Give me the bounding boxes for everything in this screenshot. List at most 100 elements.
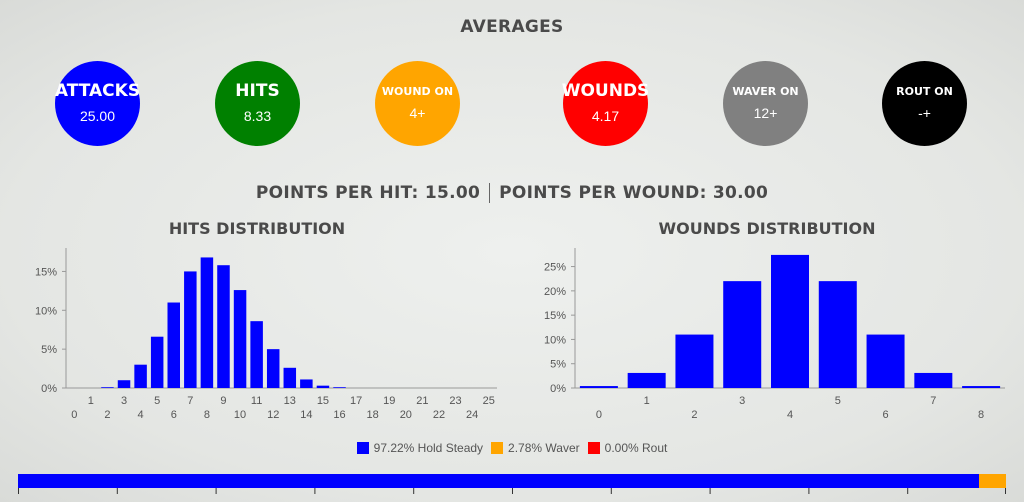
wounds-bar <box>723 281 762 388</box>
wounds-bar <box>579 386 618 388</box>
hits-x-tick-label: 11 <box>251 395 262 407</box>
hits-x-tick-label: 19 <box>383 395 395 407</box>
wounds-bar <box>627 372 666 388</box>
wounds-y-tick-label: 25% <box>544 262 566 274</box>
hits-x-tick-label: 6 <box>171 409 177 421</box>
wounds-x-tick-label: 3 <box>739 395 745 407</box>
hits-x-tick-label: 24 <box>466 409 478 421</box>
wounds-x-tick-label: 4 <box>787 409 793 421</box>
wounds-x-tick-label: 0 <box>596 409 602 421</box>
hits-bar <box>150 336 164 388</box>
hits-value: 8.33 <box>243 108 272 124</box>
hits-x-tick-label: 1 <box>88 395 94 407</box>
legend-waver-label: 2.78% Waver <box>508 441 580 455</box>
wounds-bar <box>866 334 905 388</box>
hold-steady-swatch <box>356 442 369 454</box>
wounds-y-tick-label: 5% <box>550 359 566 371</box>
hits-x-tick-label: 12 <box>267 409 279 421</box>
attacks-label: ATTACKS <box>54 81 141 101</box>
hits-y-tick-label: 10% <box>35 305 57 317</box>
hits-x-tick-label: 0 <box>71 409 77 421</box>
wounds-chart-title: WOUNDS DISTRIBUTION <box>658 219 876 238</box>
points-per-hit: POINTS PER HIT: 15.00 <box>255 183 481 203</box>
wound-on-circle: WOUND ON 4+ <box>375 61 460 146</box>
hits-x-tick-label: 14 <box>300 409 312 421</box>
morale-bar <box>18 474 1006 488</box>
wounds-y-tick-label: 20% <box>544 286 566 298</box>
hits-bar <box>184 271 197 388</box>
points-separator <box>489 183 491 203</box>
points-summary: POINTS PER HIT: 15.00 POINTS PER WOUND: 3… <box>0 183 1024 203</box>
legend-waver: 2.78% Waver <box>491 441 580 455</box>
wounds-circle: WOUNDS 4.17 <box>561 61 650 146</box>
wound-on-label: WOUND ON <box>381 85 454 98</box>
hits-x-tick-label: 25 <box>483 395 495 407</box>
wounds-bar <box>914 372 953 388</box>
wounds-x-tick-label: 8 <box>978 409 984 421</box>
hits-bar <box>167 302 180 388</box>
rout-on-value: -+ <box>918 105 931 121</box>
wounds-bar <box>962 386 1001 388</box>
hits-bar <box>134 364 147 388</box>
wounds-value: 4.17 <box>591 108 620 124</box>
hits-x-tick-label: 13 <box>284 395 296 407</box>
wounds-x-tick-label: 7 <box>930 395 936 407</box>
wounds-y-tick-label: 0% <box>550 383 566 395</box>
hits-bar <box>316 385 330 388</box>
hits-bar <box>233 290 247 388</box>
hits-bar <box>333 387 346 388</box>
hits-x-tick-label: 22 <box>433 409 445 421</box>
hits-bar <box>217 265 230 388</box>
morale-bar-ticks <box>18 488 1006 494</box>
hits-bar <box>300 379 313 388</box>
rout-on-label: ROUT ON <box>896 85 953 98</box>
hits-x-tick-label: 20 <box>400 409 412 421</box>
rout-on-circle: ROUT ON -+ <box>882 61 967 146</box>
points-per-wound: POINTS PER WOUND: 30.00 <box>499 183 769 203</box>
hits-x-tick-label: 18 <box>367 409 379 421</box>
hits-label: HITS <box>235 81 280 101</box>
hits-bar <box>283 367 297 388</box>
hits-bar <box>250 321 263 388</box>
wounds-y-tick-label: 10% <box>544 334 566 346</box>
wounds-bar <box>675 334 714 388</box>
waver-swatch <box>491 442 504 454</box>
legend-rout: 0.00% Rout <box>587 441 667 455</box>
wounds-x-tick-label: 1 <box>644 395 650 407</box>
wounds-x-tick-label: 6 <box>882 409 888 421</box>
hits-x-tick-label: 23 <box>449 395 461 407</box>
rout-swatch <box>587 442 600 454</box>
waver-on-value: 12+ <box>753 105 778 121</box>
hits-x-tick-label: 15 <box>317 395 329 407</box>
attacks-value: 25.00 <box>79 108 116 124</box>
hits-x-tick-label: 7 <box>187 395 193 407</box>
waver-on-label: WAVER ON <box>732 85 799 98</box>
legend-hold-steady: 97.22% Hold Steady <box>356 441 484 455</box>
morale-bar-segment-waver <box>978 474 1006 488</box>
wounds-x-tick-label: 2 <box>691 409 697 421</box>
hits-x-tick-label: 3 <box>121 395 127 407</box>
hits-y-tick-label: 15% <box>35 266 57 278</box>
hits-x-tick-label: 8 <box>204 409 210 421</box>
hits-bar <box>200 257 214 388</box>
averages-title: AVERAGES <box>460 17 564 37</box>
morale-legend: 97.22% Hold Steady 2.78% Waver 0.00% Rou… <box>0 441 1024 455</box>
legend-hold-steady-label: 97.22% Hold Steady <box>373 441 484 455</box>
hits-x-tick-label: 21 <box>416 395 428 407</box>
waver-on-circle: WAVER ON 12+ <box>723 61 808 146</box>
wounds-bar <box>771 254 809 388</box>
hits-chart-title: HITS DISTRIBUTION <box>168 219 346 238</box>
wounds-label: WOUNDS <box>561 81 650 101</box>
morale-bar-segment-hold-steady <box>18 474 979 488</box>
attacks-circle: ATTACKS 25.00 <box>55 61 140 146</box>
distribution-charts: 0%5%10%15%012345678910111213141516171819… <box>35 248 1005 421</box>
wounds-y-tick-label: 15% <box>544 310 566 322</box>
hits-x-tick-label: 17 <box>350 395 362 407</box>
hits-y-tick-label: 5% <box>41 344 57 356</box>
wounds-x-tick-label: 5 <box>835 395 841 407</box>
hits-circle: HITS 8.33 <box>215 61 300 146</box>
hits-bar <box>101 387 114 388</box>
hits-x-tick-label: 4 <box>138 409 144 421</box>
hits-x-tick-label: 16 <box>333 409 345 421</box>
wound-on-value: 4+ <box>409 105 426 121</box>
